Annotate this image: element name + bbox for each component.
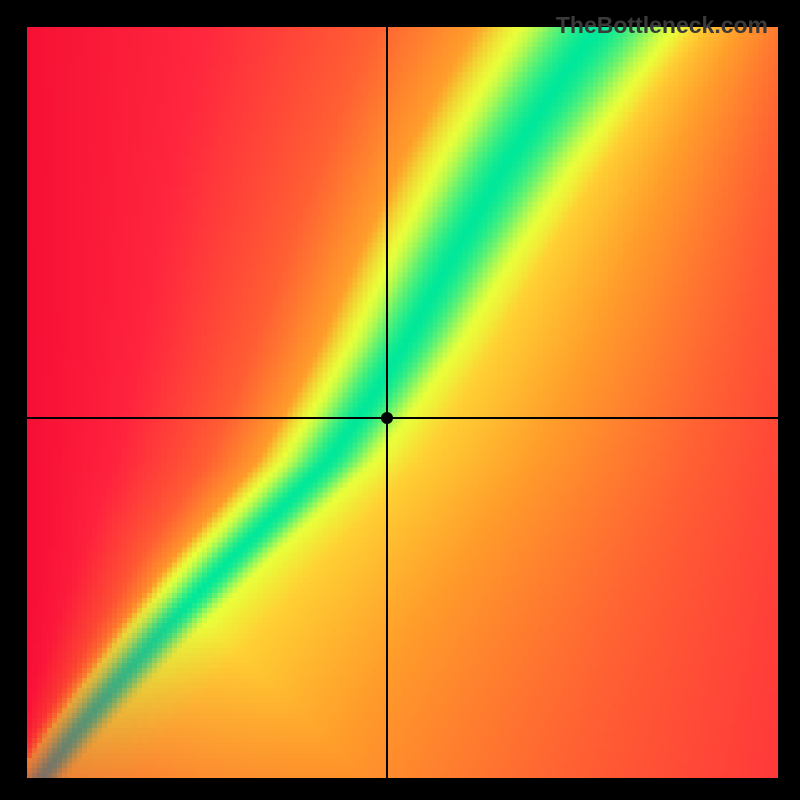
crosshair-horizontal	[27, 417, 778, 419]
chart-container: TheBottleneck.com	[0, 0, 800, 800]
watermark-text: TheBottleneck.com	[556, 12, 768, 39]
crosshair-vertical	[386, 27, 388, 778]
bottleneck-heatmap	[27, 27, 778, 778]
selected-point-marker	[381, 412, 393, 424]
